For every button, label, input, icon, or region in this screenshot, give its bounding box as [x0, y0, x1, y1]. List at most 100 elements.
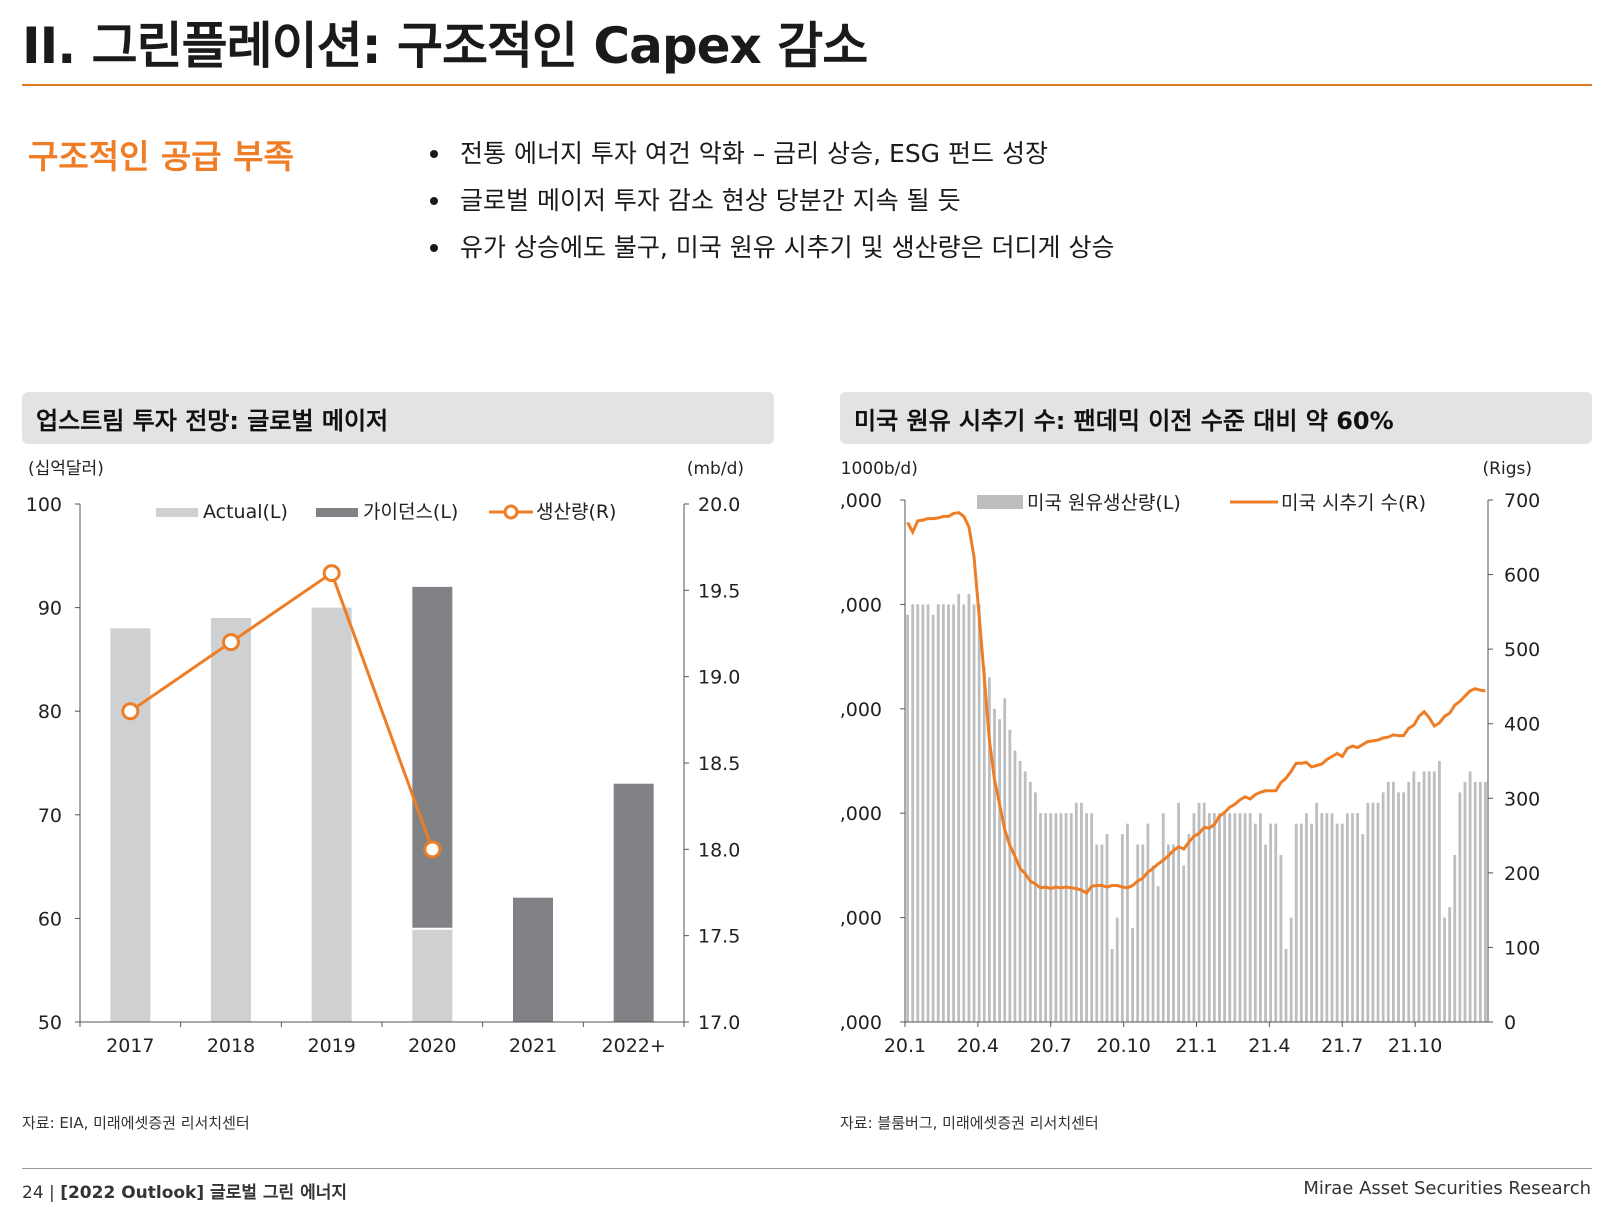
right-tick-label: 300: [1504, 788, 1540, 810]
production-bar: [1146, 823, 1150, 1022]
production-bar: [1039, 813, 1042, 1022]
legend-production-label: 미국 원유생산량(L): [1027, 492, 1181, 514]
upstream-investment-chart: (십억달러) (mb/d) 50 60 70 80 90 100 17.0 17.5 18.0 18.…: [26, 459, 744, 1057]
production-bar: [1330, 813, 1334, 1022]
production-bar: [1376, 802, 1380, 1022]
production-bar: [1315, 802, 1319, 1022]
right-axis-unit: (mb/d): [687, 459, 744, 479]
production-bar: [1259, 813, 1262, 1022]
production-bar: [1064, 813, 1068, 1022]
production-bar: [1238, 813, 1242, 1022]
right-tick-label: 17.0: [698, 1012, 740, 1034]
x-tick-label: 2021: [509, 1035, 557, 1057]
production-bar: [998, 719, 1002, 1022]
right-tick-label: 19.0: [698, 667, 740, 689]
production-bar: [1080, 802, 1083, 1022]
legend-production-swatch: [977, 495, 1023, 509]
production-bar: [1417, 781, 1421, 1022]
x-tick-label: 20.4: [957, 1035, 999, 1057]
left-tick-label: 13,000: [840, 594, 882, 616]
production-bar: [1172, 844, 1175, 1022]
production-bar: [1228, 813, 1232, 1022]
production-bar: [921, 604, 925, 1022]
production-bar: [1049, 813, 1053, 1022]
production-bar: [1335, 823, 1339, 1022]
right-tick-label: 400: [1504, 714, 1540, 736]
right-tick-label: 100: [1504, 937, 1540, 959]
production-bar: [1161, 813, 1165, 1022]
production-bar: [1432, 771, 1436, 1022]
left-tick-label: 100: [26, 494, 62, 516]
production-bar: [1294, 823, 1298, 1022]
bullet-text: 전통 에너지 투자 여건 악화 – 금리 상승, ESG 펀드 성장: [460, 139, 1048, 168]
x-tick-label: 21.4: [1248, 1035, 1290, 1057]
right-chart-source: 자료: 블룸버그, 미래에셋증권 리서치센터: [840, 1114, 1099, 1132]
legend-guidance-label: 가이던스(L): [363, 501, 458, 523]
production-bar: [936, 604, 940, 1022]
x-tick-label: 2017: [106, 1035, 154, 1057]
us-rig-count-chart: (1000b/d) (Rigs) 9,000 10,000 11,000 12,000 13…: [840, 459, 1540, 1057]
production-bar: [1018, 761, 1022, 1022]
production-bar: [977, 604, 981, 1022]
report-title: [2022 Outlook] 글로벌 그린 에너지: [60, 1183, 348, 1203]
production-bar: [993, 708, 996, 1022]
production-bar: [1120, 834, 1124, 1022]
production-bar: [1008, 729, 1012, 1022]
production-bar: [1054, 813, 1058, 1022]
production-bar: [1484, 781, 1487, 1022]
production-bar: [1248, 813, 1252, 1022]
production-bar: [1136, 844, 1140, 1022]
title-divider: [22, 84, 1592, 86]
production-bar: [1126, 823, 1129, 1022]
production-bar: [1044, 813, 1048, 1022]
production-bar: [1402, 792, 1406, 1022]
x-tick-label: 20.7: [1030, 1035, 1072, 1057]
production-bar: [972, 604, 976, 1022]
right-tick-label: 200: [1504, 863, 1540, 885]
production-bar: [1207, 813, 1211, 1022]
production-bar: [1074, 802, 1078, 1022]
production-bar: [1192, 813, 1196, 1022]
production-bar: [1427, 771, 1431, 1022]
right-tick-label: 17.5: [698, 926, 740, 948]
production-bar: [1371, 802, 1375, 1022]
production-bar: [1264, 844, 1267, 1022]
left-axis-unit: (십억달러): [28, 459, 104, 479]
section-label: 구조적인 공급 부족: [28, 137, 294, 176]
production-bar: [916, 604, 920, 1022]
production-bar: [1473, 781, 1477, 1022]
production-bar: [1253, 823, 1257, 1022]
right-tick-label: 0: [1504, 1012, 1516, 1034]
x-tick-label: 2020: [408, 1035, 456, 1057]
production-bar: [1177, 802, 1181, 1022]
bullet-list: 전통 에너지 투자 여건 악화 – 금리 상승, ESG 펀드 성장 글로벌 메…: [430, 130, 1114, 271]
bullet-item: 전통 에너지 투자 여건 악화 – 금리 상승, ESG 펀드 성장: [430, 130, 1114, 177]
production-bar: [1325, 813, 1329, 1022]
right-tick-label: 500: [1504, 639, 1540, 661]
production-bar: [1463, 781, 1467, 1022]
production-bar: [1023, 771, 1027, 1022]
production-bar: [1166, 844, 1170, 1022]
guidance-bar: [412, 586, 453, 929]
left-tick-label: 14,000: [840, 490, 882, 512]
right-tick-label: 20.0: [698, 494, 740, 516]
production-bar: [1105, 834, 1109, 1022]
production-bar: [962, 604, 966, 1022]
left-tick-label: 11,000: [840, 803, 882, 825]
production-bar: [1218, 813, 1221, 1022]
production-bar: [1100, 844, 1104, 1022]
production-bar: [1468, 771, 1472, 1022]
production-bar: [1361, 834, 1365, 1022]
actual-bar: [311, 607, 352, 1022]
right-tick-label: 600: [1504, 565, 1540, 587]
left-chart-source: 자료: EIA, 미래에셋증권 리서치센터: [22, 1114, 250, 1132]
production-bar: [1478, 781, 1482, 1022]
x-tick-label: 20.10: [1096, 1035, 1150, 1057]
production-bar: [1458, 792, 1462, 1022]
production-bar: [1003, 698, 1007, 1022]
right-tick-label: 18.0: [698, 839, 740, 861]
production-bar: [1069, 813, 1073, 1022]
production-bar: [1197, 802, 1201, 1022]
production-bar: [1356, 813, 1359, 1022]
bullet-item: 유가 상승에도 불구, 미국 원유 시추기 및 생산량은 더디게 상승: [430, 224, 1114, 271]
